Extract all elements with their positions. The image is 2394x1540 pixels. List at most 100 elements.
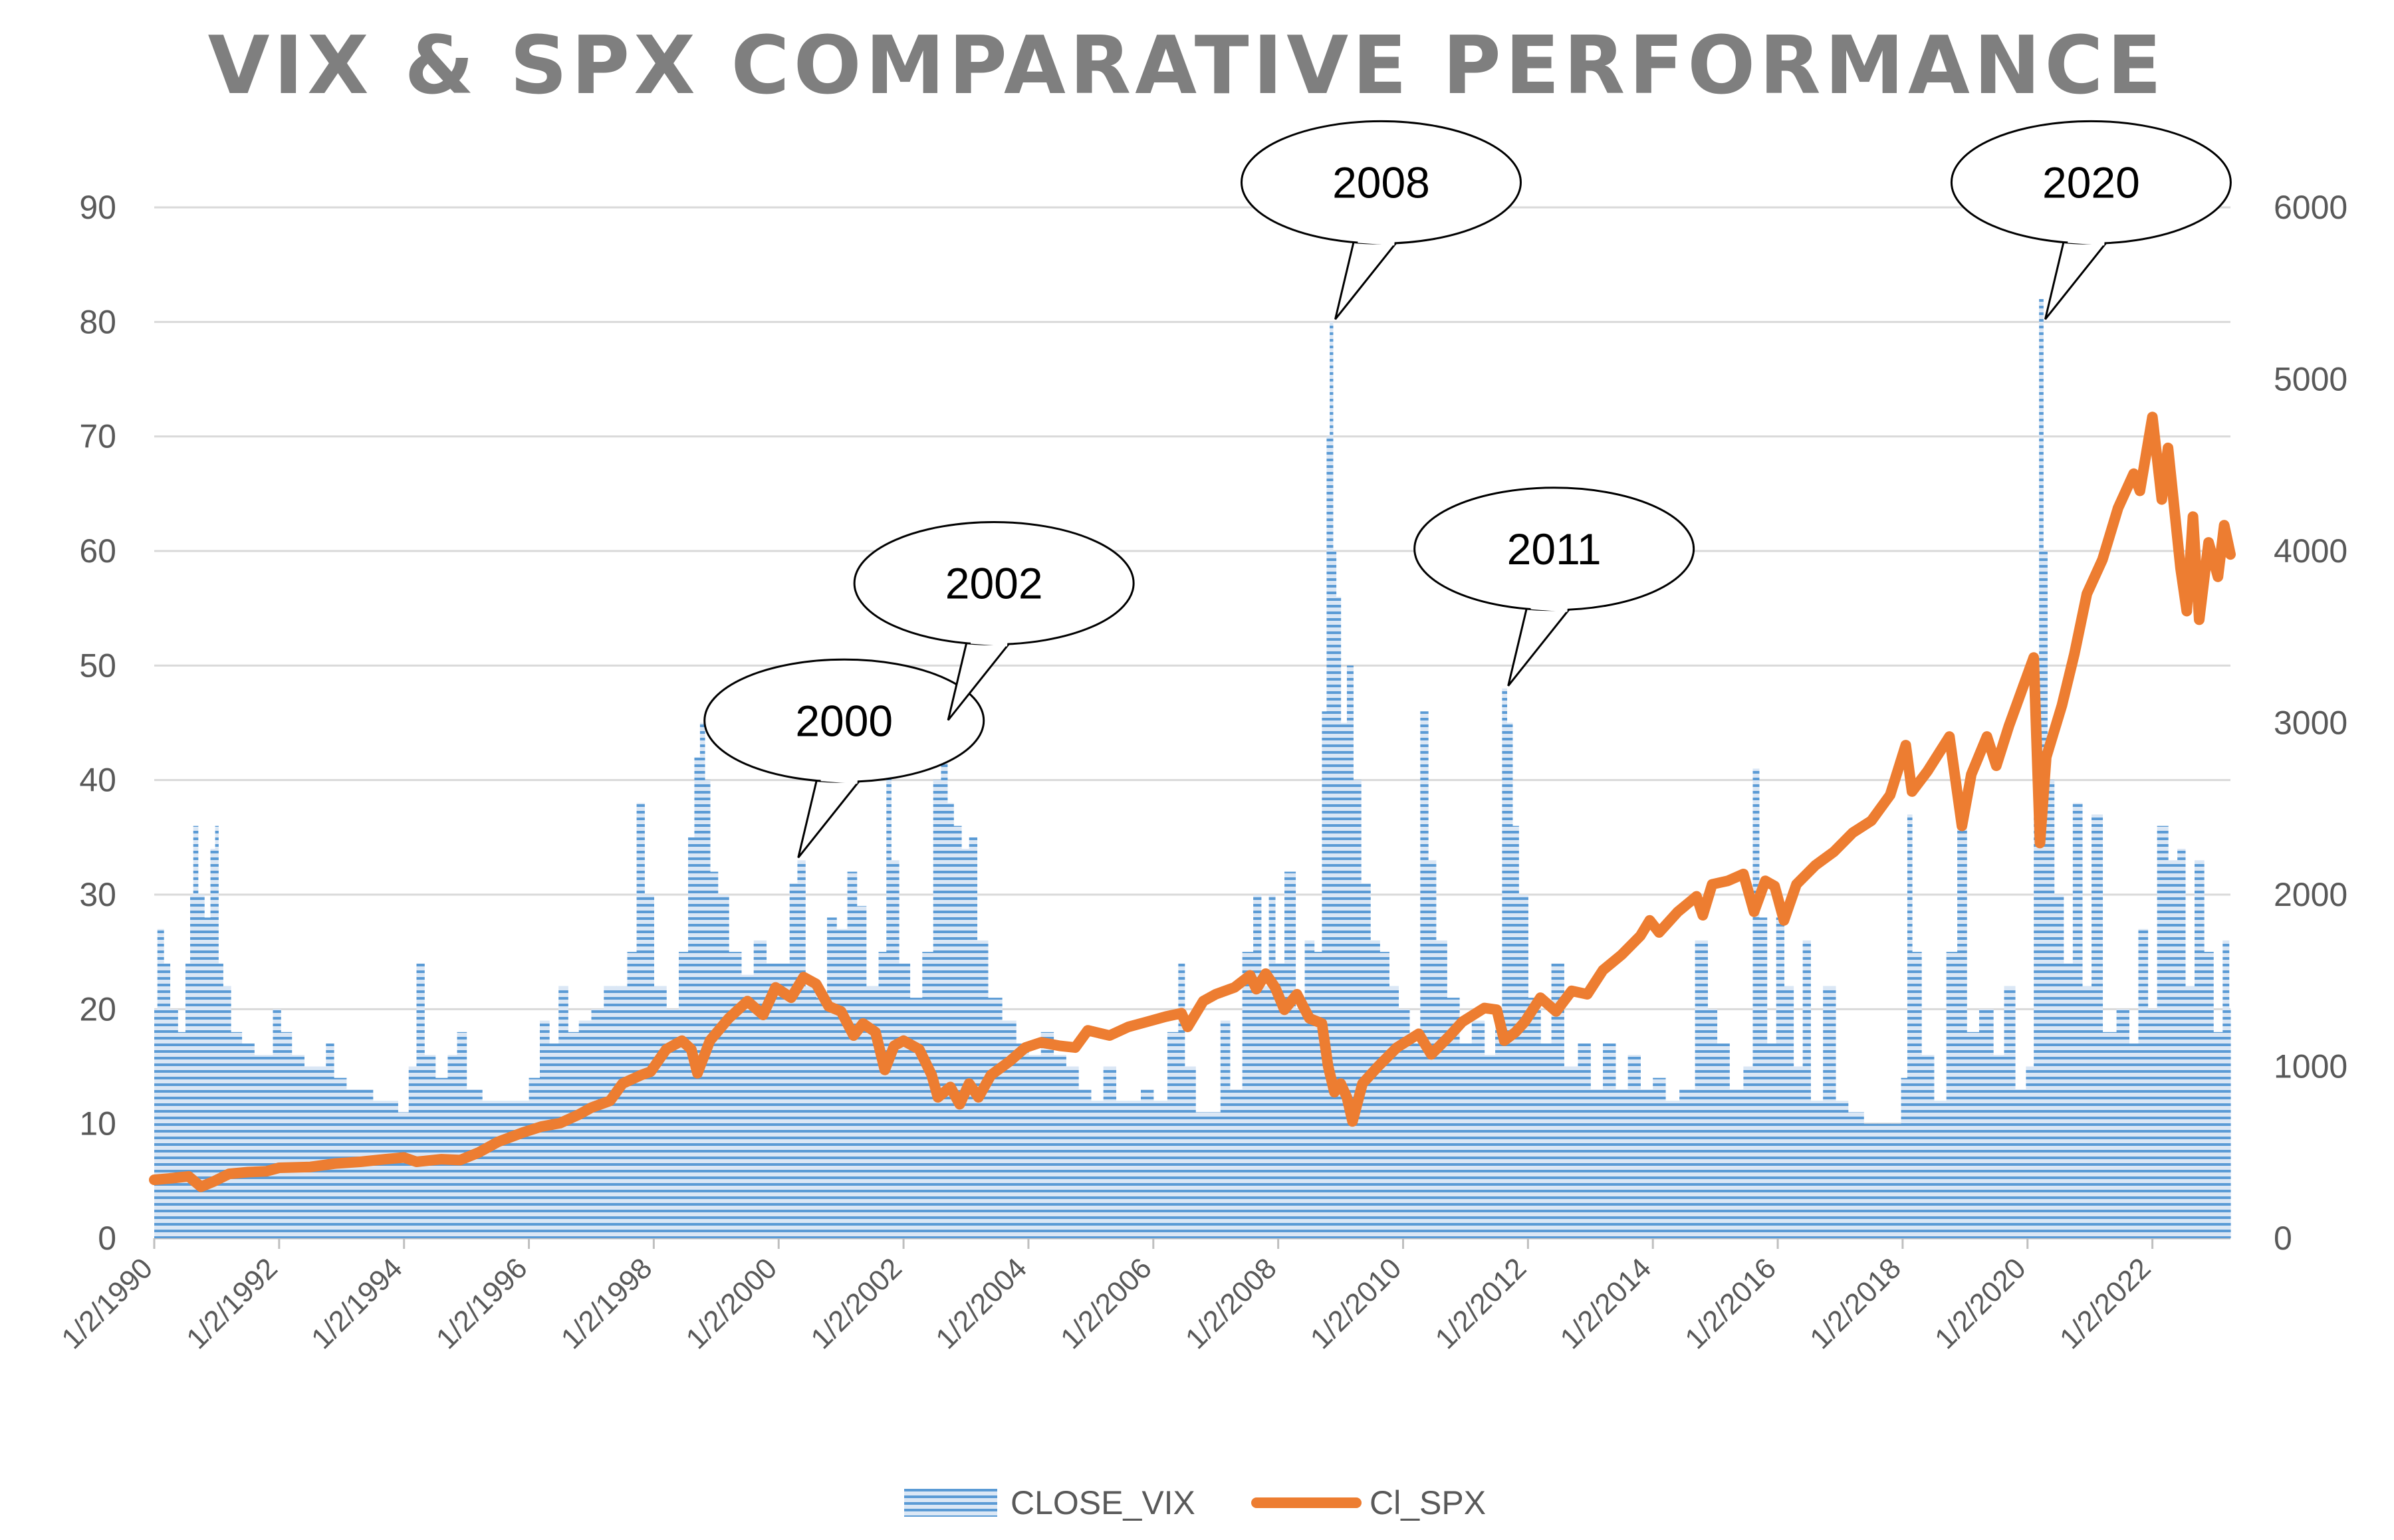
- vix-bar: [1229, 1089, 1243, 1238]
- y-left-tick-label: 50: [79, 647, 116, 684]
- vix-bar: [1823, 986, 1836, 1238]
- vix-bar: [1016, 1044, 1029, 1238]
- vix-bar: [1389, 986, 1399, 1238]
- x-tick-label: 1/2/1996: [430, 1252, 534, 1355]
- x-tick-label: 1/2/2006: [1054, 1252, 1158, 1355]
- vix-bar: [1253, 895, 1262, 1238]
- vix-bar: [709, 871, 719, 1238]
- vix-bar: [1484, 1055, 1496, 1238]
- vix-bar: [398, 1112, 410, 1238]
- vix-bar: [1078, 1089, 1092, 1238]
- vix-bar: [558, 986, 568, 1238]
- vix-bar: [953, 825, 962, 1238]
- vix-bar: [1752, 768, 1760, 1238]
- x-tick-label: 1/2/2012: [1429, 1252, 1533, 1355]
- legend-label-vix: CLOSE_VIX: [1011, 1484, 1195, 1521]
- spx-series: [149, 411, 2236, 1192]
- vix-bar: [218, 963, 223, 1238]
- callout-bubble: 2020: [1950, 120, 2232, 320]
- vix-bar: [1495, 1009, 1502, 1238]
- vix-bar: [1178, 963, 1185, 1238]
- vix-bar: [1103, 1066, 1117, 1238]
- vix-bar: [636, 803, 645, 1238]
- callout-label: 2020: [2042, 158, 2140, 207]
- vix-bar: [178, 1032, 186, 1238]
- y-left-tick-label: 20: [79, 990, 116, 1028]
- vix-bar: [789, 883, 798, 1238]
- y-left-tick-label: 10: [79, 1105, 116, 1143]
- vix-bar: [185, 963, 191, 1238]
- vix-bar: [1398, 1009, 1410, 1238]
- vix-bar: [1340, 722, 1348, 1238]
- vix-bar: [2047, 780, 2055, 1238]
- vix-bar: [1304, 940, 1315, 1238]
- vix-bar: [704, 780, 711, 1238]
- vix-bar: [847, 871, 858, 1238]
- vix-bar: [1729, 1089, 1744, 1238]
- vix-bar: [1665, 1101, 1680, 1238]
- vix-bar: [164, 963, 171, 1238]
- callout-tail: [2044, 237, 2110, 320]
- vix-bar: [1578, 1044, 1591, 1238]
- x-tick-label: 1/2/2022: [2054, 1252, 2157, 1355]
- vix-bar: [1330, 322, 1334, 1239]
- vix-bar: [1295, 1009, 1306, 1238]
- vix-bar: [604, 986, 617, 1238]
- vix-bar: [688, 837, 695, 1238]
- vix-bar: [316, 1066, 326, 1238]
- vix-bar: [1322, 711, 1328, 1238]
- vix-bar: [616, 986, 628, 1238]
- vix-bar: [447, 1055, 458, 1238]
- vix-bar: [2147, 1009, 2158, 1238]
- x-tick-label: 1/2/1990: [55, 1252, 159, 1355]
- vix-bar: [1220, 1020, 1231, 1238]
- vix-bar: [2168, 860, 2178, 1238]
- vix-bar: [1679, 1089, 1696, 1238]
- vix-bar: [961, 849, 970, 1238]
- legend: CLOSE_VIX Cl_SPX: [904, 1484, 1486, 1521]
- chart-title: VIX & SPX COMPARATIVE PERFORMANCE: [208, 20, 2166, 112]
- vix-bar: [2213, 1032, 2223, 1238]
- callout-tail: [1334, 237, 1400, 320]
- vix-bar: [210, 849, 216, 1238]
- vix-bar: [2222, 940, 2230, 1238]
- vix-bar: [1776, 917, 1785, 1238]
- legend-label-spx: Cl_SPX: [1370, 1484, 1486, 1521]
- vix-bar: [1274, 963, 1285, 1238]
- vix-bar: [1758, 917, 1768, 1238]
- x-tick-label: 1/2/2002: [804, 1252, 908, 1355]
- vix-bar: [1268, 895, 1276, 1238]
- vix-bar: [1518, 895, 1528, 1238]
- y-right-tick-label: 4000: [2274, 532, 2347, 570]
- vix-bar: [1766, 1044, 1777, 1238]
- x-tick-label: 1/2/2008: [1179, 1252, 1283, 1355]
- vix-bar: [516, 1101, 530, 1238]
- vix-bar: [1002, 1020, 1017, 1238]
- x-tick-label: 1/2/2000: [680, 1252, 784, 1355]
- vix-bar: [2185, 986, 2195, 1238]
- vix-bar: [157, 929, 164, 1238]
- vix-bar: [2072, 803, 2083, 1238]
- vix-bar: [1551, 963, 1564, 1238]
- callout-joint: [1358, 239, 1395, 246]
- vix-bar: [1314, 952, 1322, 1238]
- vix-bar: [1090, 1101, 1104, 1238]
- y-right-tick-label: 6000: [2274, 189, 2347, 226]
- x-tick-label: 1/2/2018: [1804, 1252, 1907, 1355]
- callout-label: 2011: [1507, 524, 1602, 574]
- vix-bar: [909, 998, 923, 1238]
- y-right-tick-label: 3000: [2274, 705, 2347, 742]
- x-tick-label: 1/2/2010: [1304, 1252, 1408, 1355]
- vix-bar: [1640, 1089, 1653, 1238]
- callout-label: 2008: [1332, 158, 1430, 207]
- vix-bar: [1627, 1055, 1641, 1238]
- vix-bar: [1141, 1089, 1154, 1238]
- vix-bar: [856, 906, 867, 1238]
- vix-bar: [154, 1009, 158, 1238]
- vix-bar: [2034, 780, 2040, 1238]
- vix-bar: [1284, 871, 1296, 1238]
- vix-bar: [1810, 1101, 1824, 1238]
- vix-bar: [2043, 551, 2048, 1238]
- vix-bar: [941, 722, 948, 1238]
- vix-bar: [1901, 1077, 1908, 1238]
